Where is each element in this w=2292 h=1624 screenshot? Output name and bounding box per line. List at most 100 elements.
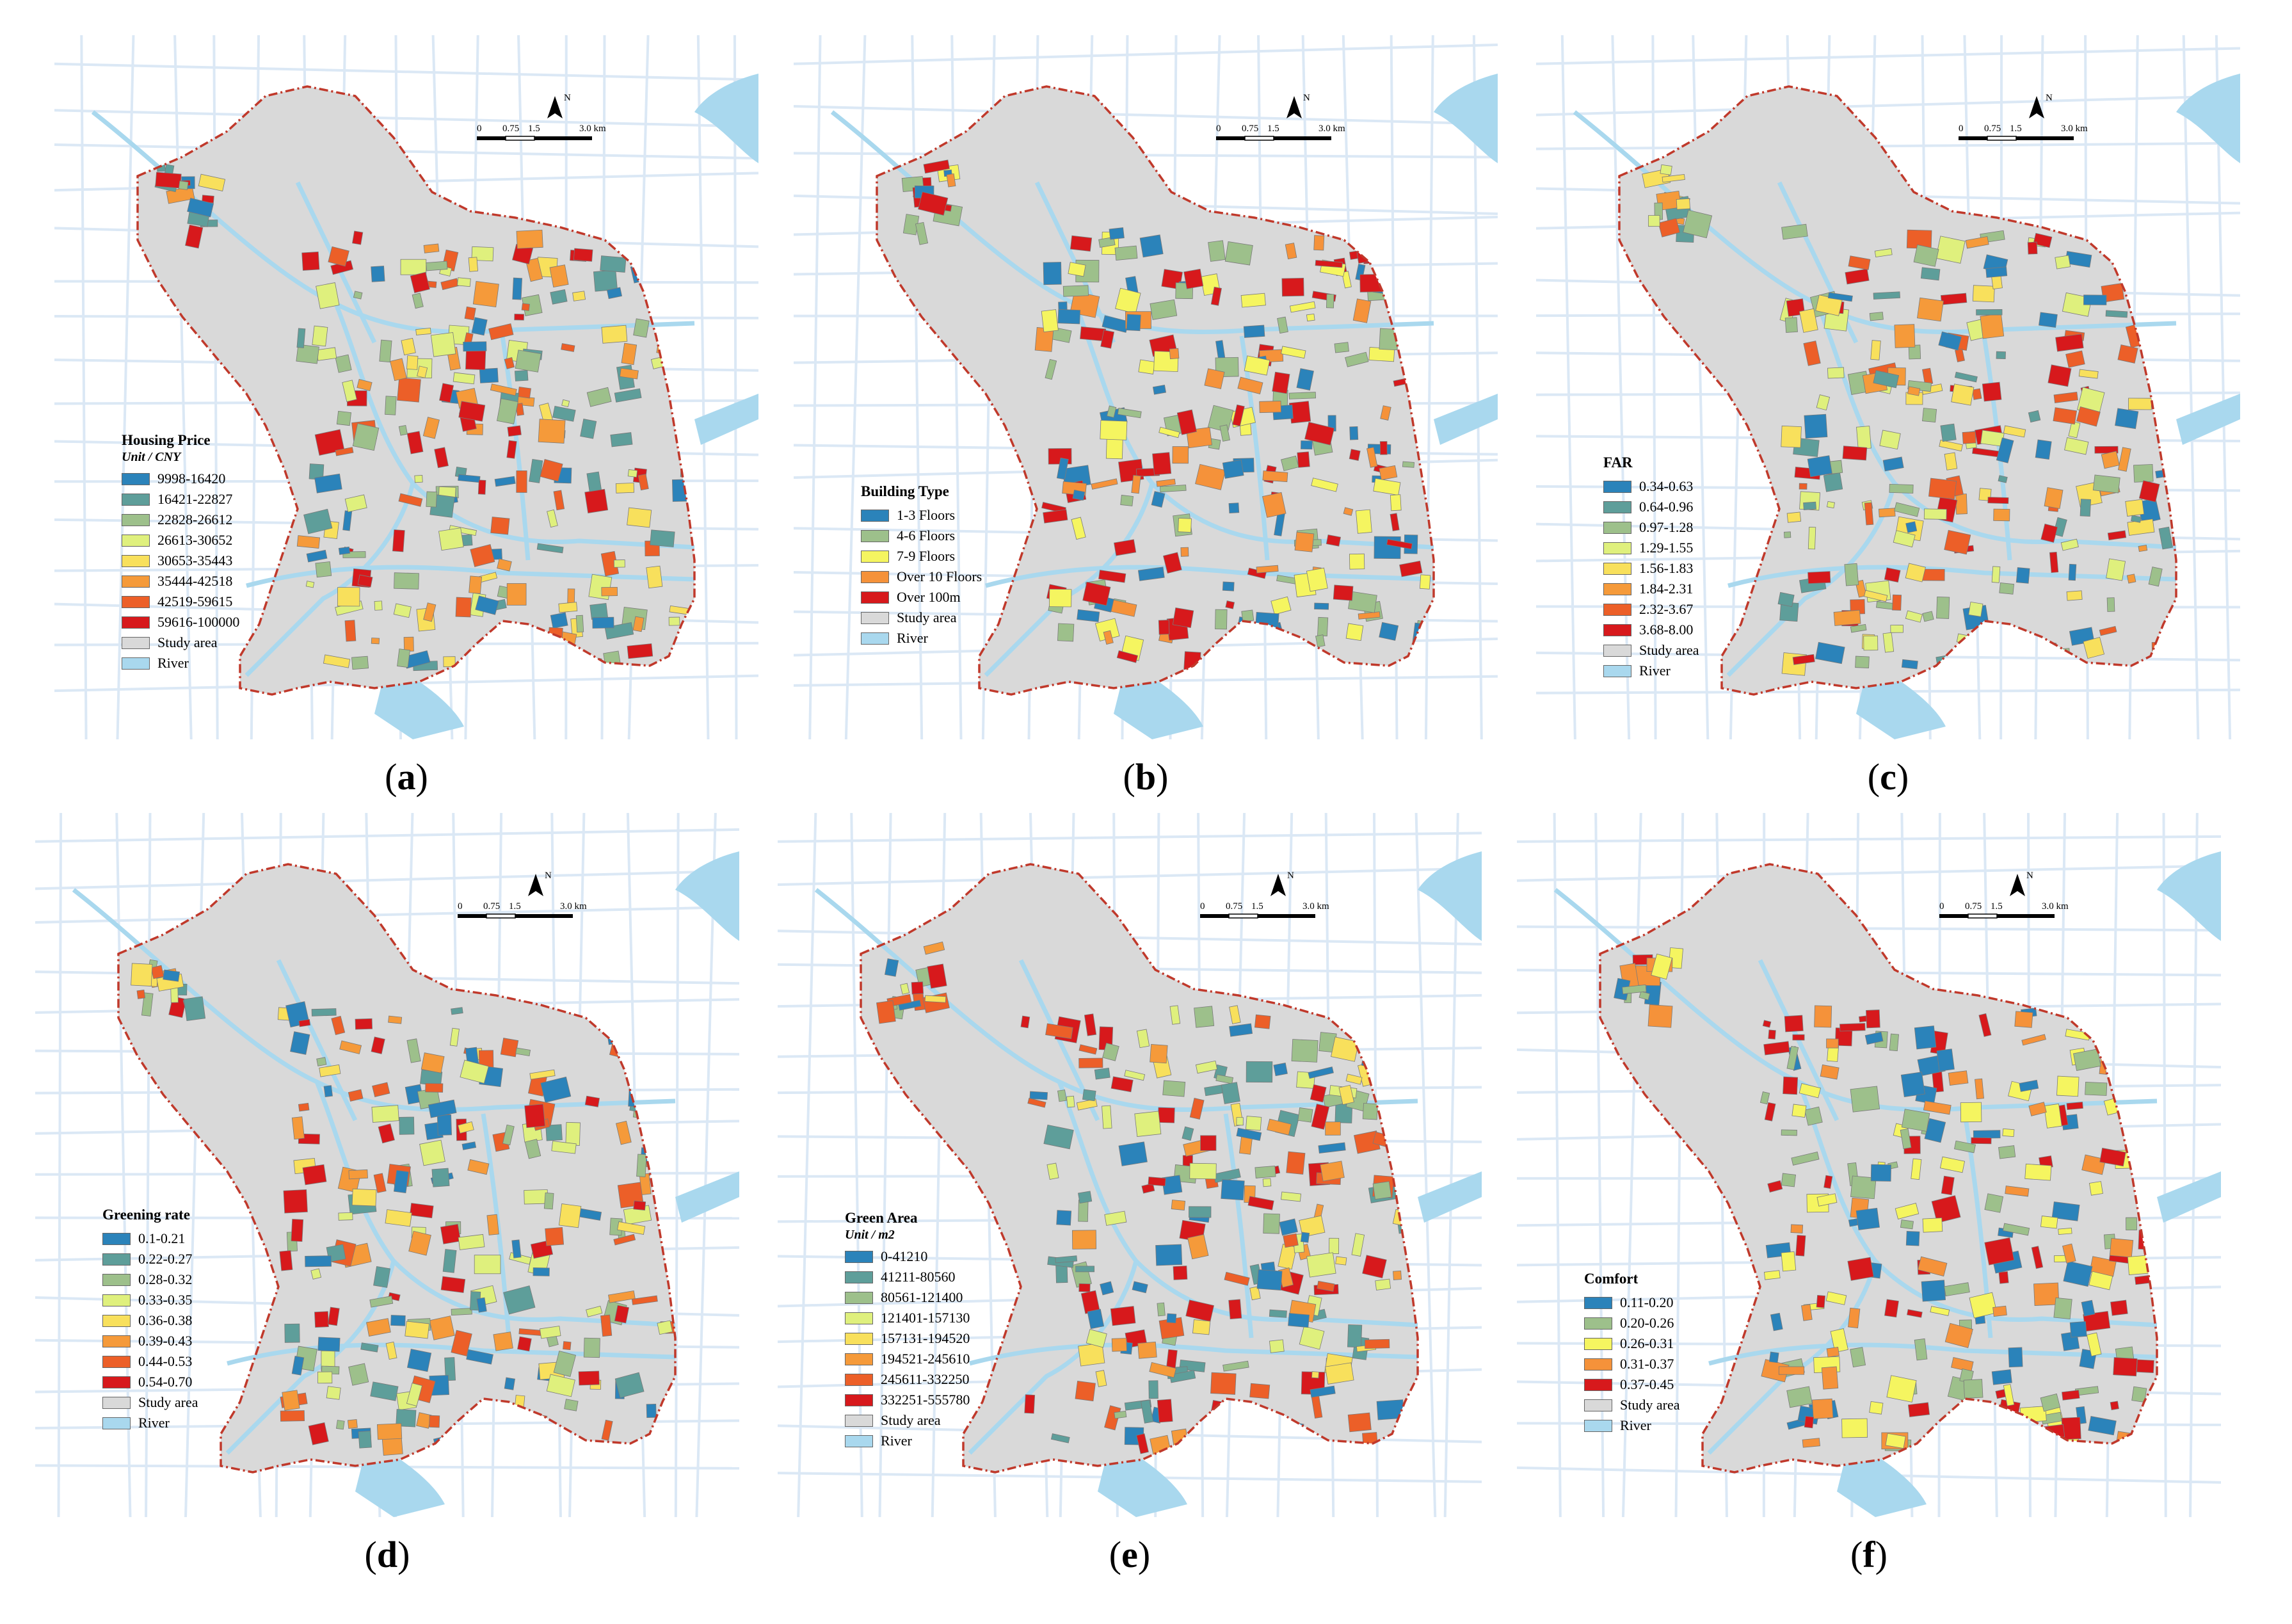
- parcel: [563, 1341, 572, 1351]
- parcel: [2055, 334, 2084, 352]
- parcel: [1068, 262, 1086, 277]
- parcel: [371, 638, 380, 645]
- parcel: [1224, 1271, 1250, 1286]
- parcel: [1980, 313, 2005, 339]
- north-label: N: [1303, 93, 1310, 103]
- parcel: [2117, 344, 2138, 364]
- road-line: [844, 35, 867, 739]
- parcel: [2076, 406, 2101, 427]
- legend-label: 35444-42518: [157, 573, 233, 589]
- parcel: [633, 1200, 646, 1210]
- legend-item: 0.11-0.20: [1584, 1292, 1679, 1313]
- parcel: [298, 1102, 310, 1112]
- parcel: [1999, 582, 2015, 595]
- parcel: [1340, 226, 1361, 240]
- parcel: [385, 1209, 412, 1227]
- parcel: [1169, 348, 1180, 360]
- parcel: [1411, 652, 1434, 669]
- parcel: [2005, 1186, 2030, 1197]
- panel-caption-letter: a: [397, 756, 416, 798]
- north-label: N: [2046, 93, 2053, 103]
- parcel: [1299, 1326, 1325, 1350]
- parcel: [1815, 641, 1845, 664]
- parcel: [1936, 596, 1950, 619]
- parcel: [385, 396, 397, 415]
- legend-item: 0-41210: [845, 1246, 970, 1267]
- parcel: [1297, 1107, 1313, 1123]
- parcel: [1364, 1339, 1390, 1349]
- parcels: [131, 959, 675, 1456]
- parcel: [408, 1230, 431, 1256]
- parcel: [1917, 1256, 1948, 1277]
- parcel: [613, 559, 625, 568]
- parcel: [639, 1057, 663, 1077]
- parcel: [593, 269, 618, 292]
- parcel: [1057, 309, 1080, 325]
- parcel: [601, 325, 628, 344]
- parcel: [1078, 1057, 1103, 1068]
- parcel: [1056, 457, 1069, 480]
- parcel: [2126, 574, 2136, 584]
- legend-label: 30653-35443: [157, 552, 233, 568]
- parcel: [1386, 538, 1413, 550]
- parcel: [1830, 1328, 1848, 1353]
- parcel: [306, 549, 328, 563]
- parcel: [1379, 441, 1388, 455]
- parcel: [493, 1331, 513, 1351]
- parcel: [1864, 1031, 1884, 1045]
- legend-label: River: [138, 1415, 170, 1431]
- parcel: [1873, 291, 1900, 300]
- parcel: [503, 1285, 536, 1315]
- parcel: [1928, 478, 1957, 500]
- parcel: [1043, 1124, 1074, 1150]
- parcel: [397, 377, 421, 403]
- parcel: [1087, 1308, 1105, 1330]
- parcel: [1870, 1164, 1892, 1182]
- legend-label: 16421-22827: [157, 491, 233, 507]
- road-line: [1424, 35, 1434, 739]
- legend-item: 1.29-1.55: [1603, 538, 1699, 558]
- scale-label: 3.0 km: [560, 901, 587, 912]
- parcel: [2016, 567, 2030, 584]
- legend-label: 0.36-0.38: [138, 1312, 193, 1328]
- parcel: [1169, 1370, 1196, 1383]
- legend-label: 0.37-0.45: [1620, 1376, 1674, 1392]
- map-panel-c: N 0 0.75 1.5 3.0 km FAR 0.34-0.63 0.64-0.96 0.97…: [1536, 35, 2240, 739]
- legend-item: Study area: [845, 1410, 970, 1431]
- legend-swatch: [1603, 603, 1631, 616]
- parcel: [1676, 198, 1690, 210]
- parcel: [1991, 1369, 2012, 1385]
- parcel: [1333, 584, 1354, 601]
- parcel: [1331, 1036, 1359, 1062]
- parcel: [1320, 1161, 1345, 1182]
- parcel: [2003, 1384, 2015, 1406]
- legend-label: Study area: [1620, 1397, 1680, 1413]
- road-line: [2215, 35, 2232, 739]
- legend-swatch: [1603, 501, 1631, 513]
- legend-label: 0.11-0.20: [1620, 1294, 1674, 1310]
- parcel: [1996, 437, 2014, 463]
- legend-unit: Unit / m2: [845, 1228, 895, 1242]
- panel-caption: (b): [1123, 756, 1169, 798]
- parcel: [1221, 1179, 1245, 1201]
- parcel: [1900, 1219, 1914, 1230]
- legend-label: 4-6 Floors: [897, 527, 956, 543]
- parcel: [575, 615, 584, 632]
- parcel: [426, 261, 448, 271]
- parcel: [1326, 535, 1342, 547]
- parcel: [458, 474, 481, 483]
- parcel: [465, 348, 486, 371]
- parcel: [552, 406, 576, 422]
- parcel: [490, 517, 510, 535]
- parcel: [2148, 567, 2163, 587]
- parcel: [500, 1038, 519, 1057]
- parcel: [1651, 953, 1672, 980]
- parcel: [373, 1173, 387, 1193]
- parcel: [1045, 358, 1057, 380]
- parcel: [311, 1008, 337, 1017]
- legend-swatch: [845, 1414, 873, 1427]
- legend-swatch: [861, 611, 889, 624]
- legend-item: Study area: [1584, 1395, 1679, 1415]
- parcel: [1114, 1410, 1127, 1419]
- legend-swatch: [122, 616, 150, 629]
